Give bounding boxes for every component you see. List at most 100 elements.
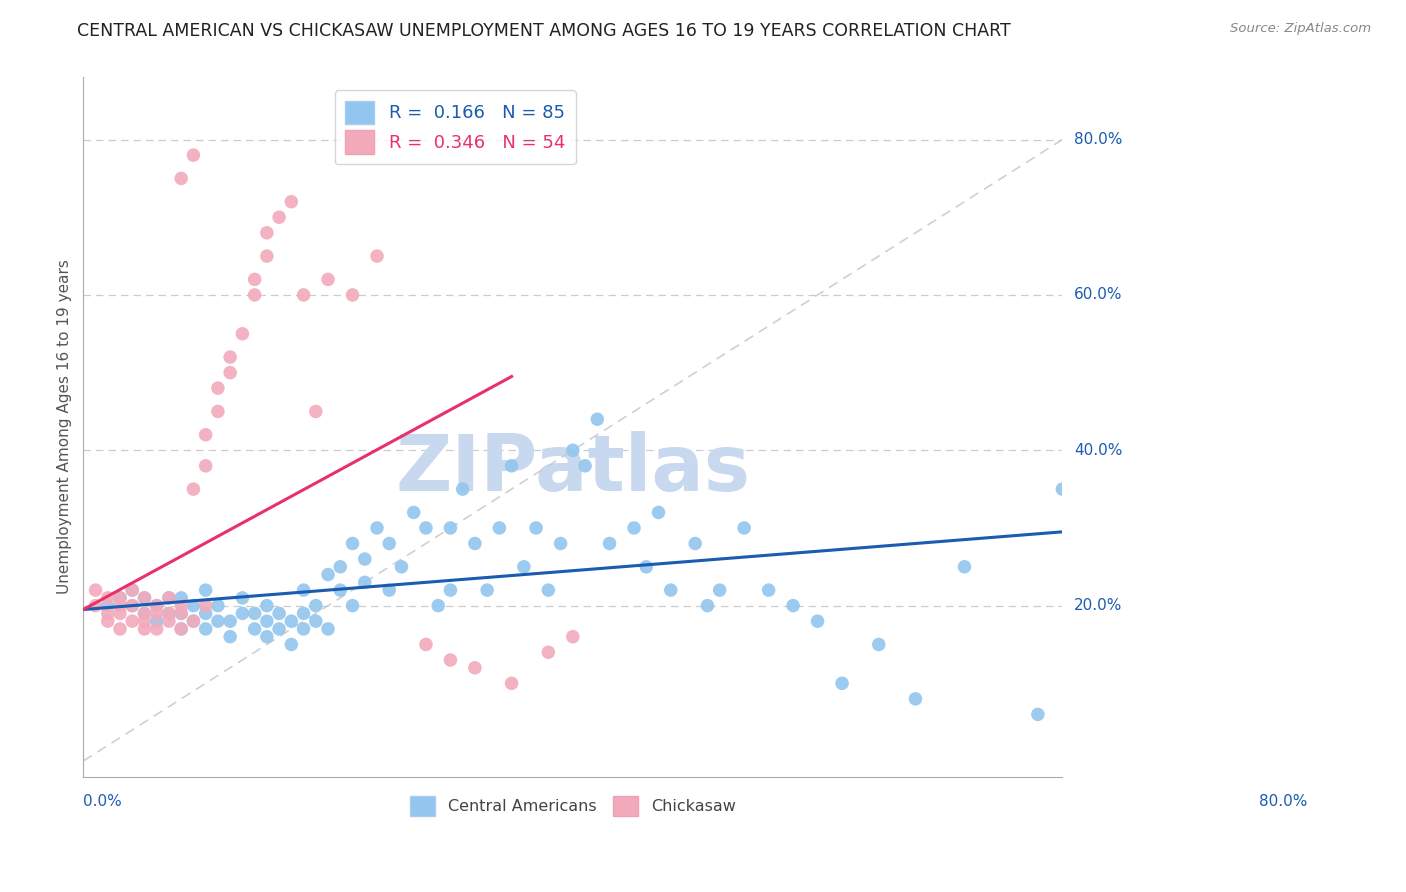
Point bbox=[134, 622, 156, 636]
Point bbox=[84, 583, 107, 598]
Point bbox=[157, 607, 180, 621]
Point bbox=[550, 536, 572, 550]
Point bbox=[647, 505, 669, 519]
Point bbox=[451, 482, 474, 496]
Text: Source: ZipAtlas.com: Source: ZipAtlas.com bbox=[1230, 22, 1371, 36]
Point bbox=[97, 614, 120, 628]
Point bbox=[121, 599, 143, 613]
Point bbox=[194, 583, 217, 598]
Point bbox=[183, 614, 205, 628]
Point bbox=[97, 599, 120, 613]
Point bbox=[1026, 707, 1049, 722]
Point bbox=[170, 607, 193, 621]
Point bbox=[709, 583, 731, 598]
Point bbox=[868, 638, 890, 652]
Point bbox=[108, 599, 131, 613]
Text: ZIPatlas: ZIPatlas bbox=[395, 431, 751, 507]
Point bbox=[402, 505, 425, 519]
Point bbox=[415, 638, 437, 652]
Point bbox=[537, 645, 560, 659]
Point bbox=[207, 381, 229, 395]
Point bbox=[145, 622, 167, 636]
Point bbox=[219, 366, 242, 380]
Point bbox=[806, 614, 828, 628]
Point bbox=[170, 591, 193, 605]
Text: CENTRAL AMERICAN VS CHICKASAW UNEMPLOYMENT AMONG AGES 16 TO 19 YEARS CORRELATION: CENTRAL AMERICAN VS CHICKASAW UNEMPLOYME… bbox=[77, 22, 1011, 40]
Point bbox=[599, 536, 621, 550]
Point bbox=[353, 552, 375, 566]
Point bbox=[256, 614, 278, 628]
Point bbox=[84, 599, 107, 613]
Point bbox=[194, 458, 217, 473]
Point bbox=[183, 599, 205, 613]
Point bbox=[194, 607, 217, 621]
Point bbox=[134, 607, 156, 621]
Point bbox=[501, 458, 523, 473]
Point bbox=[391, 559, 413, 574]
Point bbox=[183, 482, 205, 496]
Point bbox=[292, 583, 315, 598]
Point bbox=[831, 676, 853, 690]
Point bbox=[97, 607, 120, 621]
Point bbox=[207, 599, 229, 613]
Point bbox=[97, 591, 120, 605]
Text: 40.0%: 40.0% bbox=[1074, 442, 1122, 458]
Point bbox=[108, 622, 131, 636]
Text: 20.0%: 20.0% bbox=[1074, 599, 1122, 613]
Point bbox=[207, 614, 229, 628]
Point bbox=[145, 599, 167, 613]
Point bbox=[256, 226, 278, 240]
Point bbox=[561, 443, 583, 458]
Point bbox=[953, 559, 976, 574]
Point bbox=[145, 599, 167, 613]
Point bbox=[342, 599, 364, 613]
Point bbox=[475, 583, 498, 598]
Point bbox=[415, 521, 437, 535]
Point bbox=[488, 521, 510, 535]
Point bbox=[170, 599, 193, 613]
Point bbox=[231, 607, 253, 621]
Point bbox=[134, 591, 156, 605]
Point bbox=[353, 575, 375, 590]
Point bbox=[269, 607, 291, 621]
Point bbox=[758, 583, 780, 598]
Point bbox=[305, 404, 328, 418]
Point bbox=[292, 622, 315, 636]
Point bbox=[231, 591, 253, 605]
Point bbox=[501, 676, 523, 690]
Point bbox=[366, 249, 388, 263]
Point bbox=[157, 591, 180, 605]
Text: 60.0%: 60.0% bbox=[1074, 287, 1122, 302]
Point bbox=[316, 567, 339, 582]
Point bbox=[157, 607, 180, 621]
Point bbox=[121, 583, 143, 598]
Point bbox=[243, 288, 266, 302]
Point bbox=[243, 272, 266, 286]
Text: 80.0%: 80.0% bbox=[1258, 794, 1308, 809]
Point bbox=[292, 607, 315, 621]
Point bbox=[121, 599, 143, 613]
Point bbox=[329, 559, 352, 574]
Point bbox=[464, 661, 486, 675]
Point bbox=[329, 583, 352, 598]
Point bbox=[683, 536, 706, 550]
Point bbox=[194, 427, 217, 442]
Point bbox=[134, 591, 156, 605]
Point bbox=[659, 583, 682, 598]
Point bbox=[121, 614, 143, 628]
Point bbox=[1052, 482, 1074, 496]
Text: 0.0%: 0.0% bbox=[83, 794, 122, 809]
Point bbox=[342, 536, 364, 550]
Point bbox=[574, 458, 596, 473]
Point bbox=[292, 288, 315, 302]
Point bbox=[170, 622, 193, 636]
Point bbox=[121, 583, 143, 598]
Y-axis label: Unemployment Among Ages 16 to 19 years: Unemployment Among Ages 16 to 19 years bbox=[58, 260, 72, 594]
Point bbox=[636, 559, 658, 574]
Point bbox=[316, 622, 339, 636]
Point bbox=[378, 583, 401, 598]
Point bbox=[316, 272, 339, 286]
Point bbox=[524, 521, 547, 535]
Point bbox=[378, 536, 401, 550]
Point bbox=[108, 591, 131, 605]
